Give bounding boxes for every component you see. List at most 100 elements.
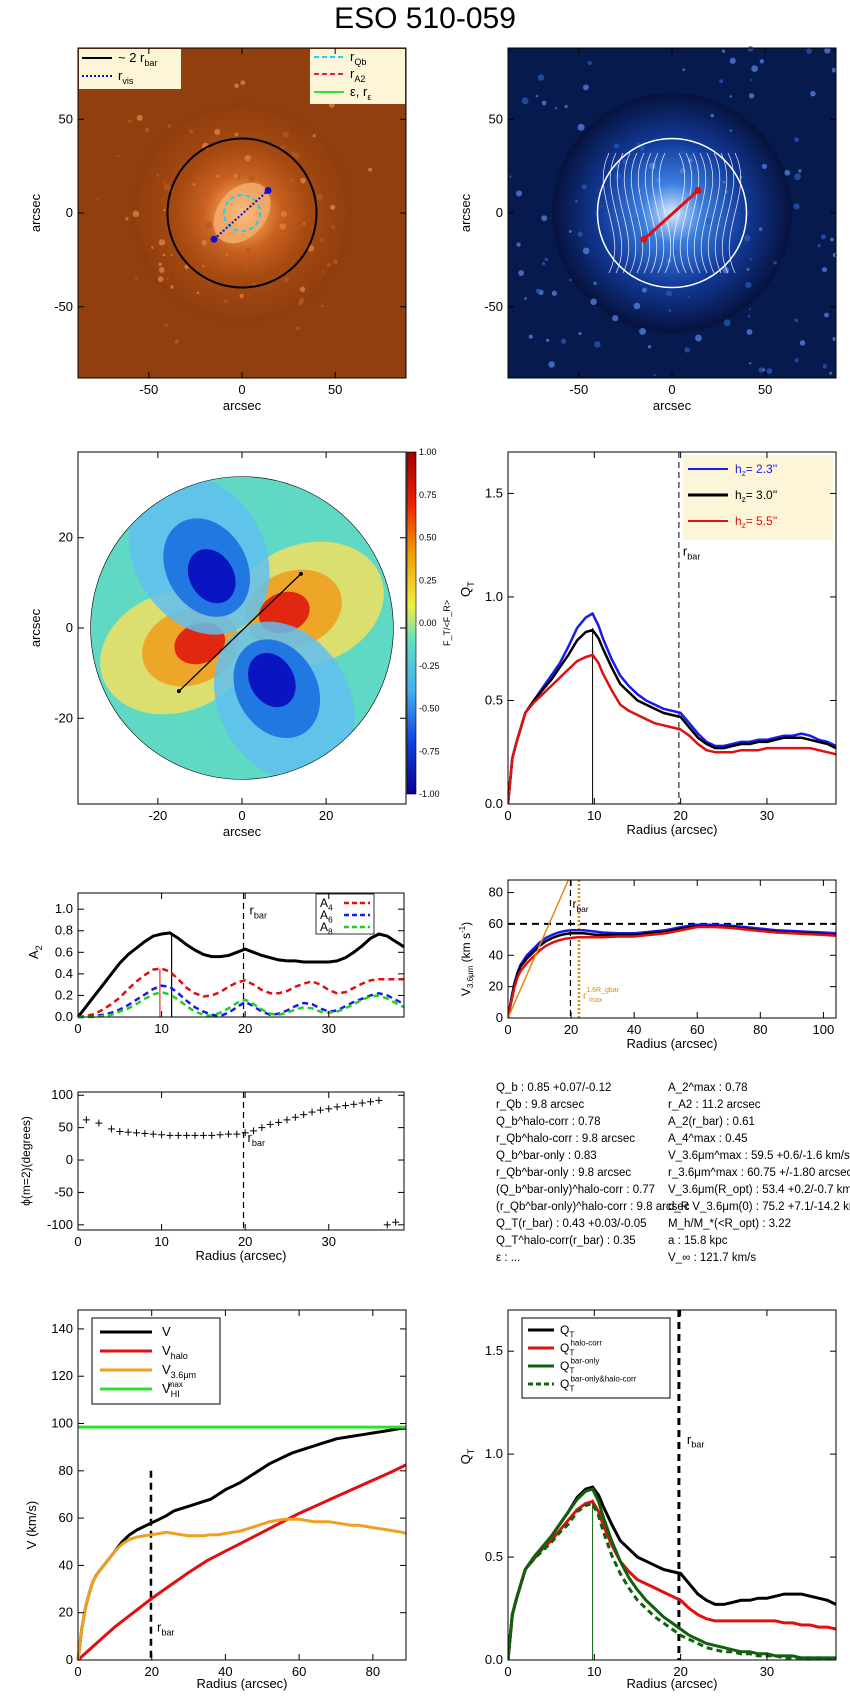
y-tick-label: 50 bbox=[489, 111, 503, 126]
map-lobe bbox=[187, 549, 236, 604]
x-tick-label: 0 bbox=[668, 382, 675, 397]
y-tick-label: -50 bbox=[54, 1184, 73, 1199]
y-tick-label: 1.0 bbox=[485, 589, 503, 604]
y-tick-label: 0 bbox=[66, 1652, 73, 1667]
speckle bbox=[535, 94, 539, 98]
x-tick-label: 80 bbox=[753, 1022, 767, 1037]
speckle bbox=[524, 297, 527, 300]
speckle bbox=[136, 114, 143, 121]
y-tick-label: 1.0 bbox=[55, 901, 73, 916]
speckle bbox=[331, 225, 335, 229]
y-tick-label: 1.0 bbox=[485, 1446, 503, 1461]
plot-area bbox=[508, 880, 836, 1018]
speckle bbox=[758, 367, 764, 373]
colorbar-tick-label: -0.25 bbox=[419, 661, 440, 671]
legend-label: V bbox=[162, 1324, 171, 1339]
speckle bbox=[541, 215, 548, 222]
stats-right-column: A_2^max : 0.78 r_A2 : 11.2 arcsec A_2(r_ba… bbox=[668, 1080, 850, 1267]
legend-label: hz= 5.5'' bbox=[735, 514, 777, 530]
phase-point bbox=[375, 1096, 383, 1104]
series-line bbox=[508, 880, 570, 1018]
series-line bbox=[508, 653, 836, 804]
x-tick-label: 30 bbox=[760, 808, 774, 823]
speckle bbox=[521, 97, 529, 105]
contour-line bbox=[700, 152, 714, 274]
speckle bbox=[748, 308, 751, 311]
page-title: ESO 510-059 bbox=[334, 2, 516, 35]
y-tick-label: 0.4 bbox=[55, 966, 73, 981]
y-tick-label: 120 bbox=[51, 1368, 73, 1383]
speckle bbox=[299, 286, 306, 293]
phase-point bbox=[333, 1103, 341, 1111]
stat-line: A_4^max : 0.45 bbox=[668, 1133, 748, 1145]
plot-frame bbox=[507, 1309, 837, 1661]
stat-line: d_R V_3.6μm(0) : 75.2 +7.1/-14.2 km/s/kp… bbox=[668, 1201, 850, 1213]
speckle bbox=[721, 49, 726, 53]
y-tick-label: 0 bbox=[66, 1152, 73, 1167]
speckle bbox=[170, 253, 173, 256]
speckle bbox=[192, 183, 196, 186]
phase-point bbox=[241, 1129, 249, 1137]
speckle bbox=[766, 368, 773, 375]
y-tick-label: 20 bbox=[489, 979, 503, 994]
speckle bbox=[582, 84, 589, 91]
x-tick-label: 20 bbox=[238, 1234, 252, 1249]
speckle bbox=[96, 198, 99, 201]
panel-qt-profile: hz= 2.3'' hz= 3.0'' hz= 5.5'' rbar 0 10 20 30 0.… bbox=[458, 451, 837, 837]
x-tick-label: 0 bbox=[238, 808, 245, 823]
bar-end-marker bbox=[176, 689, 181, 694]
rbar-annotation: rbar bbox=[687, 1432, 705, 1450]
phase-point bbox=[358, 1099, 366, 1107]
y-axis-label: A2 bbox=[26, 945, 44, 959]
speckle bbox=[206, 255, 211, 260]
stat-line: r_3.6μm^max : 60.75 +/-1.80 arcsec bbox=[668, 1167, 850, 1179]
rvis-line bbox=[213, 189, 269, 240]
rqb-circle bbox=[223, 194, 261, 232]
x-tick-label: 60 bbox=[690, 1022, 704, 1037]
y-tick-label: 60 bbox=[489, 916, 503, 931]
speckle bbox=[748, 362, 752, 365]
rbar-annotation: rbar bbox=[248, 1130, 266, 1148]
speckle bbox=[666, 290, 672, 297]
speckle bbox=[832, 337, 837, 341]
y-tick-label: 0.0 bbox=[55, 1009, 73, 1024]
stat-line: ε : ... bbox=[496, 1252, 521, 1264]
speckle bbox=[326, 263, 331, 268]
speckle bbox=[188, 203, 194, 209]
legend-label: hz= 3.0'' bbox=[735, 488, 777, 504]
y-axis-label: V3.6μm (km s-1) bbox=[458, 922, 475, 996]
speckle bbox=[758, 227, 763, 231]
plot-frame bbox=[77, 892, 405, 1018]
x-tick-label: 80 bbox=[366, 1664, 380, 1679]
phase-point bbox=[183, 1131, 191, 1139]
stats-left-column: Q_b : 0.85 +0.07/-0.12 r_Qb : 9.8 arcsec Q… bbox=[496, 1080, 690, 1267]
speckle bbox=[302, 222, 306, 225]
speckle bbox=[158, 239, 166, 246]
x-tick-label: 0 bbox=[74, 1234, 81, 1249]
x-axis-label: Radius (arcsec) bbox=[626, 822, 717, 837]
speckle bbox=[794, 137, 799, 143]
x-tick-label: -20 bbox=[148, 808, 167, 823]
y-tick-label: 80 bbox=[489, 885, 503, 900]
speckle bbox=[574, 199, 579, 203]
bar-end-marker bbox=[694, 187, 702, 194]
colorbar-tick-label: 1.00 bbox=[419, 447, 437, 457]
speckle bbox=[294, 153, 300, 159]
speckle bbox=[226, 253, 229, 256]
series-line bbox=[508, 1487, 836, 1660]
series-line bbox=[78, 984, 405, 1019]
speckle bbox=[564, 104, 568, 109]
phase-point bbox=[82, 1116, 90, 1124]
panel-qt-corrections: QTQThalo-corrQTbar-onlyQTbar-only&halo-c… bbox=[458, 1309, 837, 1691]
y-tick-label: 80 bbox=[59, 1463, 73, 1478]
y-tick-label: -50 bbox=[484, 299, 503, 314]
contour-line bbox=[623, 152, 637, 274]
speckle bbox=[239, 294, 244, 299]
phase-point bbox=[216, 1131, 224, 1139]
speckle bbox=[116, 155, 120, 158]
contour-line bbox=[637, 152, 651, 274]
speckle bbox=[223, 299, 228, 304]
y-axis-label: arcsec bbox=[28, 608, 43, 647]
speckle bbox=[640, 283, 643, 286]
speckle bbox=[577, 231, 583, 237]
